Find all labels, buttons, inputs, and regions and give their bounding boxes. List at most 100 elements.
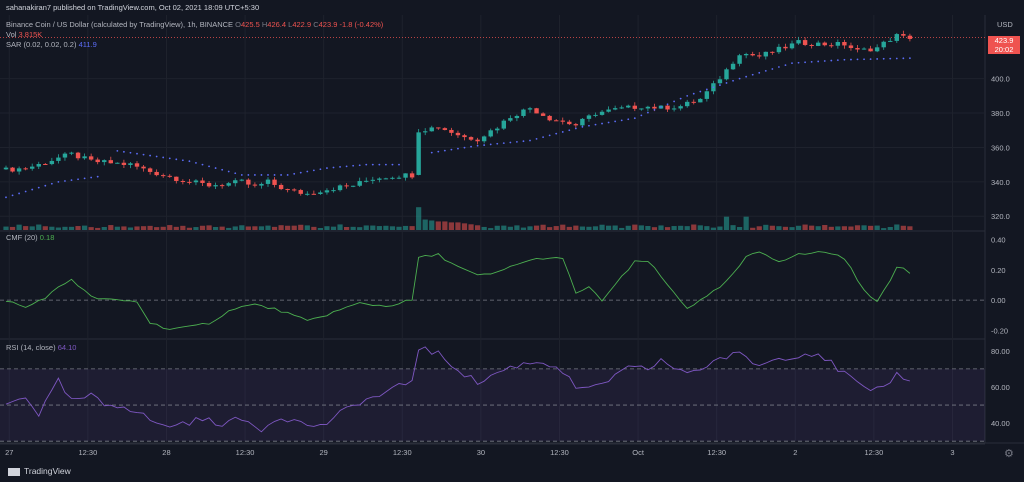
candle-body: [350, 185, 356, 187]
volume-bar: [461, 223, 468, 230]
sar-dot: [136, 152, 138, 155]
volume-bar: [769, 225, 775, 230]
volume-bar: [239, 225, 245, 230]
volume-bar: [606, 225, 612, 230]
volume-bar: [252, 226, 258, 230]
sar-dot: [542, 136, 544, 139]
tradingview-brand[interactable]: TradingView: [8, 466, 71, 476]
volume-bar: [717, 226, 723, 230]
candle-body: [30, 166, 35, 169]
x-tick-label: Oct: [632, 448, 645, 457]
candle-body: [219, 185, 225, 187]
candle-body: [82, 156, 87, 159]
sar-dot: [594, 123, 597, 126]
sar-dot: [902, 57, 905, 60]
sar-dot: [791, 62, 793, 65]
candle-body: [606, 109, 611, 112]
volume-bar: [475, 225, 481, 230]
volume-bar: [416, 207, 422, 230]
volume-bar: [75, 226, 81, 230]
sar-dot: [129, 151, 132, 154]
volume-bar: [638, 225, 644, 230]
volume-bar: [894, 224, 900, 230]
volume-bar: [127, 227, 134, 230]
sar-dot: [732, 79, 734, 82]
sar-dot: [391, 163, 394, 166]
volume-bar: [776, 226, 782, 230]
candle-body: [128, 163, 133, 165]
candle-body: [724, 69, 729, 80]
candle-body: [612, 108, 618, 110]
candle-body: [213, 185, 218, 187]
candle-body: [23, 168, 28, 170]
candle-body: [894, 34, 899, 41]
volume-bar: [756, 226, 762, 230]
candle-body: [783, 46, 788, 49]
x-tick-label: 2: [793, 448, 797, 457]
volume-value: 3.815K: [18, 30, 43, 39]
volume-bar: [245, 226, 251, 230]
volume-bar: [402, 225, 409, 230]
publish-line: sahanakiran7 published on TradingView.co…: [6, 3, 260, 12]
volume-bar: [599, 224, 605, 230]
volume-bar: [848, 226, 854, 230]
candle-body: [141, 166, 146, 169]
sar-dot: [214, 167, 217, 169]
candle-body: [501, 120, 506, 129]
candle-body: [573, 124, 579, 126]
sar-dot: [876, 58, 879, 60]
gear-icon[interactable]: ⚙: [1004, 448, 1014, 460]
y-tick-label: 320.0: [991, 212, 1010, 221]
candle-body: [252, 184, 258, 186]
volume-bar: [226, 227, 232, 230]
cmf-legend: CMF (20) 0.18: [6, 233, 54, 242]
sar-legend: SAR (0.02, 0.02, 0.2) 411.9: [6, 40, 97, 49]
sar-dot: [37, 186, 40, 189]
candle-body: [115, 162, 120, 164]
candle-body: [154, 171, 159, 176]
candle-body: [75, 152, 81, 159]
candle-body: [802, 40, 808, 45]
candle-body: [868, 48, 873, 52]
sar-dot: [57, 180, 60, 183]
candle-body: [318, 192, 323, 195]
volume-bar: [160, 226, 166, 230]
volume-bar: [422, 219, 428, 230]
candle-body: [344, 185, 349, 187]
volume-bar: [147, 225, 153, 230]
x-tick-label: 30: [477, 448, 485, 457]
candle-body: [265, 179, 271, 184]
volume-bar: [23, 226, 29, 230]
volume-bar: [344, 227, 350, 230]
volume-bar: [664, 227, 671, 230]
candle-body: [665, 105, 670, 110]
sar-dot: [260, 174, 263, 176]
candle-body: [593, 114, 598, 116]
sar-dot: [614, 120, 617, 123]
volume-bar: [619, 227, 625, 230]
candle-body: [416, 132, 421, 175]
last-price: 423.9: [994, 36, 1014, 45]
volume-bar: [389, 226, 396, 230]
sar-dot: [286, 174, 289, 176]
bar-countdown: 20:02: [994, 45, 1014, 54]
volume-bar: [678, 225, 684, 230]
volume-bar: [684, 226, 690, 230]
candle-body: [861, 48, 867, 50]
candle-body: [364, 180, 369, 182]
volume-bar: [36, 224, 42, 230]
sar-dot: [175, 158, 178, 161]
sar-dot: [358, 164, 361, 167]
sar-dot: [18, 192, 20, 195]
sar-value: 411.9: [78, 40, 97, 49]
volume-bar: [134, 226, 140, 230]
sar-dot: [804, 61, 806, 64]
sar-dot: [339, 166, 341, 168]
sar-dot: [201, 163, 204, 166]
candle-body: [639, 108, 644, 110]
cmf-tick-label: 0.40: [991, 236, 1006, 245]
sar-dot: [221, 168, 224, 171]
candle-body: [88, 156, 94, 160]
volume-bar: [881, 228, 887, 230]
